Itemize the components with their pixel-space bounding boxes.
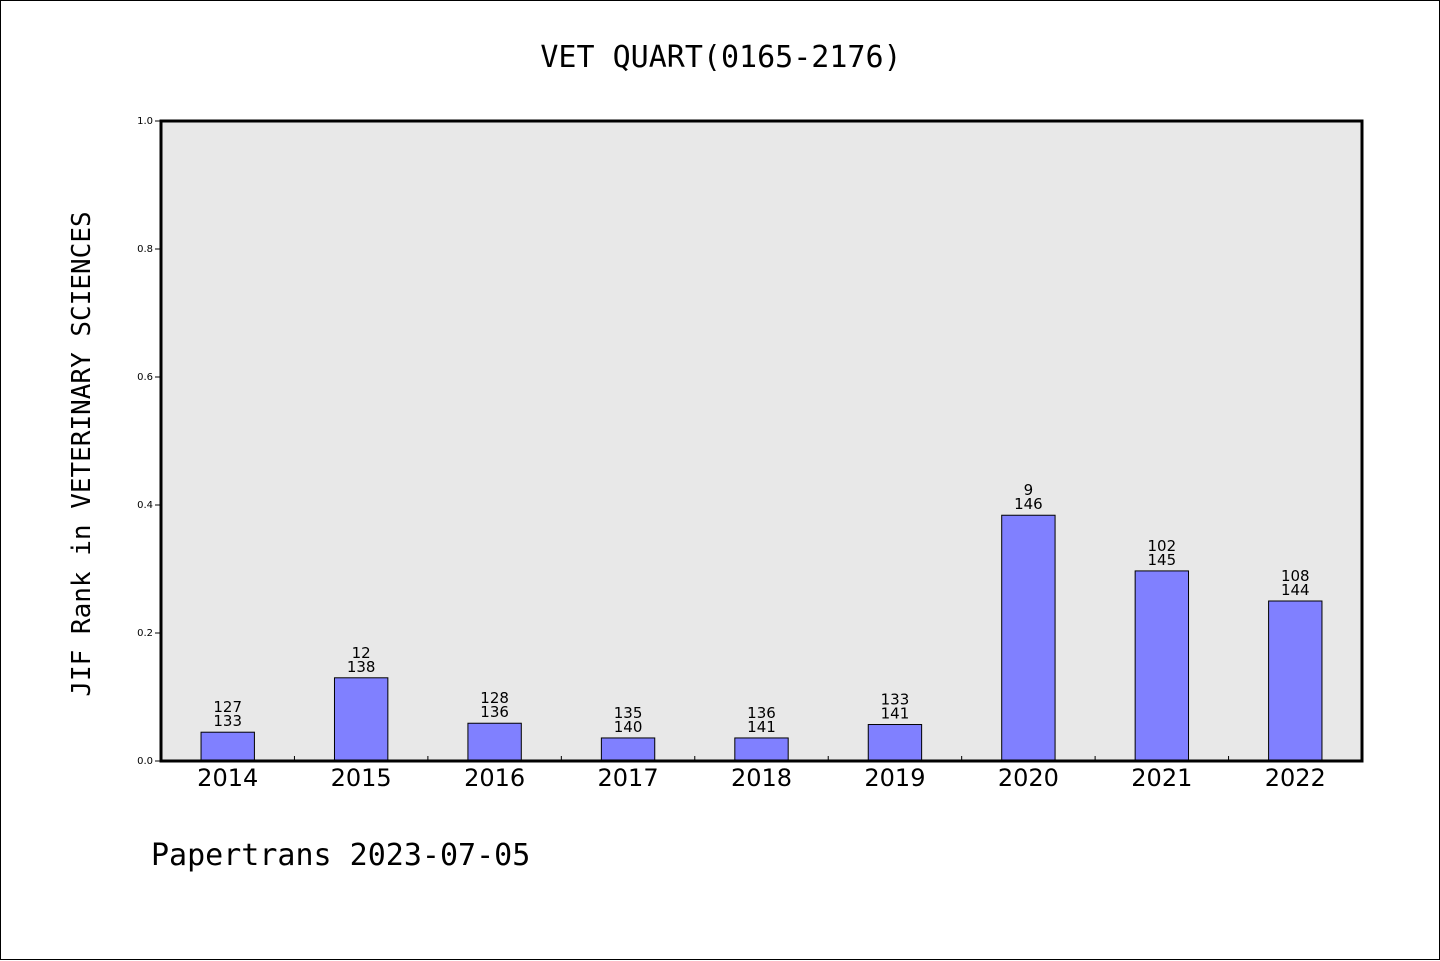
y-tick-label: 0.6 (137, 372, 153, 383)
x-tick-label: 2018 (731, 764, 792, 792)
y-tick-label: 0.4 (137, 500, 153, 511)
x-ticks-layer: 2014 2015 2016 2017 2018 2019 2020 2021 2022 (197, 756, 1326, 792)
bar-rank-label: 12 (352, 644, 371, 662)
x-tick-label: 2016 (464, 764, 525, 792)
bar-total-label: 145 (1148, 551, 1177, 569)
x-tick-label: 2014 (197, 764, 258, 792)
bar-total-label: 141 (747, 718, 776, 736)
bar-2020 (1001, 514, 1056, 762)
bar-2014 (200, 731, 255, 762)
x-tick-label: 2019 (864, 764, 925, 792)
bar-rank-label: 9 (1024, 481, 1034, 499)
chart-title: VET QUART(0165-2176) (540, 40, 901, 75)
bar-2021 (1134, 570, 1190, 762)
bar-rank-label: 133 (881, 691, 910, 709)
bar-2017 (600, 737, 656, 762)
x-tick-label: 2021 (1131, 764, 1192, 792)
bar-rank-label: 128 (480, 689, 509, 707)
y-tick-label: 1.0 (137, 116, 153, 127)
bar-2015 (333, 677, 389, 762)
bar-total-label: 133 (213, 712, 242, 730)
x-tick-label: 2015 (331, 764, 392, 792)
x-tick-label: 2022 (1265, 764, 1326, 792)
bar-2022 (1268, 600, 1323, 762)
y-tick-label: 0.0 (137, 756, 153, 767)
y-axis-label: JIF Rank in VETERINARY SCIENCES (67, 211, 97, 696)
y-tick-label: 0.2 (137, 628, 153, 639)
bar-rank-label: 102 (1148, 537, 1177, 555)
x-tick-label: 2017 (598, 764, 659, 792)
bar-2018 (734, 737, 789, 762)
bar-total-label: 136 (480, 703, 509, 721)
y-tick-label: 0.8 (137, 244, 153, 255)
bar-rank-label: 108 (1281, 567, 1310, 585)
x-tick-label: 2020 (998, 764, 1059, 792)
bar-total-label: 138 (347, 658, 376, 676)
bar-total-label: 140 (614, 718, 643, 736)
bar-rank-label: 136 (747, 704, 776, 722)
bar-total-label: 141 (881, 705, 910, 723)
y-ticks-layer: 0.0 0.2 0.4 0.6 0.8 1.0 (137, 116, 161, 767)
bar-total-label: 146 (1014, 495, 1043, 513)
bar-rank-label: 135 (614, 704, 643, 722)
bar-total-label: 144 (1281, 581, 1310, 599)
footer-credit: Papertrans 2023-07-05 (151, 838, 530, 873)
bar-2016 (467, 722, 522, 762)
bar-2019 (867, 724, 923, 762)
bar-rank-label: 127 (213, 698, 242, 716)
plot-frame (159, 119, 1364, 763)
